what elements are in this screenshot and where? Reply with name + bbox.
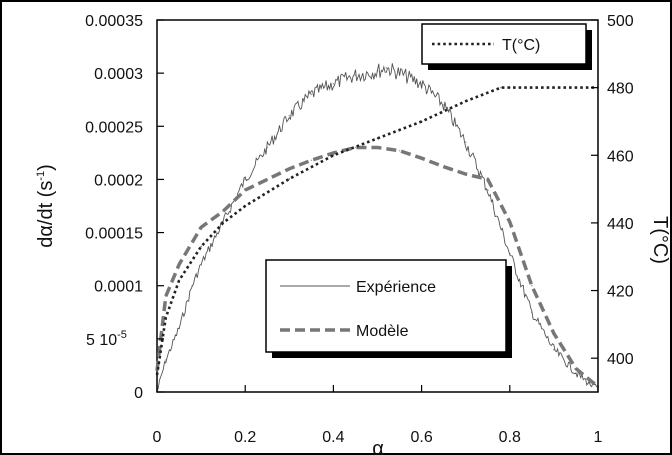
series-modele-point-11 xyxy=(376,146,379,149)
y-right-tick-label-460: 460 xyxy=(607,148,634,165)
series-t-c-point-2 xyxy=(178,279,180,282)
y-right-tick-label-420: 420 xyxy=(607,284,634,301)
series-experience-point-18 xyxy=(487,189,489,191)
series-t-c-point-4 xyxy=(222,222,224,224)
series-modele-point-2 xyxy=(178,263,180,266)
series-modele-point-7 xyxy=(288,168,291,170)
series-modele-point-15 xyxy=(464,173,467,175)
series-t-c-point-12 xyxy=(509,86,511,89)
axes-layer: 0 0.2 0.4 0.6 0.8 1 0 5 10-5 0.0001 0.00015 0.0002… xyxy=(35,13,671,455)
series-experience-point-23 xyxy=(588,382,590,385)
series-modele-point-6 xyxy=(266,178,269,181)
y-right-tick-label-440: 440 xyxy=(607,216,634,233)
series-modele-point-20 xyxy=(575,367,577,370)
series-experience-point-6 xyxy=(244,178,246,181)
y-right-tick-label-400: 400 xyxy=(607,351,634,368)
series-t-c-point-7 xyxy=(332,154,335,157)
legend-label-modele: Modèle xyxy=(356,323,409,340)
plot-frame xyxy=(156,19,599,393)
y-right-axis-title: T(°C) xyxy=(649,216,671,264)
x-tick-label-0-2: 0.2 xyxy=(234,429,256,446)
series-experience-point-17 xyxy=(464,141,467,143)
y-right-tick-label-500: 500 xyxy=(607,13,634,30)
y-left-tick-label-5-10-5: 5 10-5 xyxy=(86,329,127,349)
series-experience-point-10 xyxy=(332,83,335,85)
y-left-tick-label-0-00035: 0.00035 xyxy=(85,13,143,30)
series-modele-point-8 xyxy=(310,159,313,162)
series-modele-point-19 xyxy=(553,332,555,335)
series-experience-point-21 xyxy=(553,348,555,351)
series-modele-point-9 xyxy=(332,152,335,154)
legend-series-frame xyxy=(265,259,507,353)
series-t-c-point-10 xyxy=(464,100,467,102)
series-t-c-point-9 xyxy=(420,120,423,123)
series-t-c-point-0 xyxy=(156,374,158,376)
series-experience-point-14 xyxy=(398,72,401,74)
legend-series: Expérience Modèle xyxy=(265,259,512,358)
series-layer xyxy=(155,63,600,393)
series-modele-point-12 xyxy=(398,149,401,152)
series-modele-point-4 xyxy=(222,210,224,213)
series-modele-point-3 xyxy=(200,226,202,229)
series-t-c-point-5 xyxy=(244,205,246,207)
series-t-c-point-8 xyxy=(376,137,379,140)
series-experience-point-11 xyxy=(354,74,357,77)
series-modele-point-17 xyxy=(509,221,511,223)
series-t-c-point-11 xyxy=(500,86,502,89)
series-experience-point-7 xyxy=(266,146,269,149)
legend-label-experience: Expérience xyxy=(356,279,436,296)
series-modele-point-16 xyxy=(487,178,489,181)
series-experience-point-13 xyxy=(385,67,388,69)
series-experience-point-22 xyxy=(575,372,577,374)
y-left-tick-label-0-0002: 0.0002 xyxy=(94,172,143,189)
series-experience-point-1 xyxy=(165,359,167,361)
series-modele-point-10 xyxy=(354,146,357,149)
x-tick-label-0: 0 xyxy=(153,429,162,446)
x-axis-title: α xyxy=(372,438,384,455)
series-t-c-point-1 xyxy=(165,316,167,319)
series-experience-point-4 xyxy=(200,263,202,266)
series-experience-point-15 xyxy=(420,83,423,85)
series-modele-point-1 xyxy=(165,295,167,298)
series-experience-point-3 xyxy=(191,284,194,287)
series-modele-point-5 xyxy=(244,189,246,191)
y-left-tick-label-0: 0 xyxy=(134,385,143,402)
series-experience-point-2 xyxy=(178,327,180,330)
y-left-axis-title: dα/dt (s-1) xyxy=(35,164,57,248)
series-experience-point-8 xyxy=(288,114,291,117)
legend-layer: T(°C) Expérience Modèle xyxy=(265,23,592,358)
legend-label-t-c: T(°C) xyxy=(502,37,540,54)
series-modele-point-14 xyxy=(442,165,445,168)
series-modele xyxy=(155,145,600,389)
x-tick-label-0-6: 0.6 xyxy=(410,429,432,446)
y-left-tick-label-0-00025: 0.00025 xyxy=(85,119,143,136)
y-left-tick-label-0-0001: 0.0001 xyxy=(94,279,143,296)
series-experience xyxy=(156,63,599,393)
x-tick-label-0-4: 0.4 xyxy=(322,429,344,446)
series-experience-point-19 xyxy=(509,253,511,255)
legend-temperature: T(°C) xyxy=(421,23,592,70)
y-right-tick-label-480: 480 xyxy=(607,81,634,98)
series-modele-point-0 xyxy=(156,369,158,372)
series-experience-point-9 xyxy=(310,93,313,96)
series-experience-point-20 xyxy=(531,311,533,314)
x-tick-label-1: 1 xyxy=(594,429,603,446)
x-tick-label-0-8: 0.8 xyxy=(499,429,521,446)
series-experience-point-12 xyxy=(376,70,379,72)
series-modele-point-13 xyxy=(420,157,423,159)
y-left-tick-label-0-00015: 0.00015 xyxy=(85,226,143,243)
series-t-c-point-6 xyxy=(288,178,291,180)
series-experience-point-16 xyxy=(442,104,445,106)
y-left-tick-label-0-0003: 0.0003 xyxy=(94,66,143,83)
series-t-c-point-3 xyxy=(200,245,202,248)
series-modele-point-18 xyxy=(531,284,533,287)
series-t-c-point-13 xyxy=(553,86,555,89)
